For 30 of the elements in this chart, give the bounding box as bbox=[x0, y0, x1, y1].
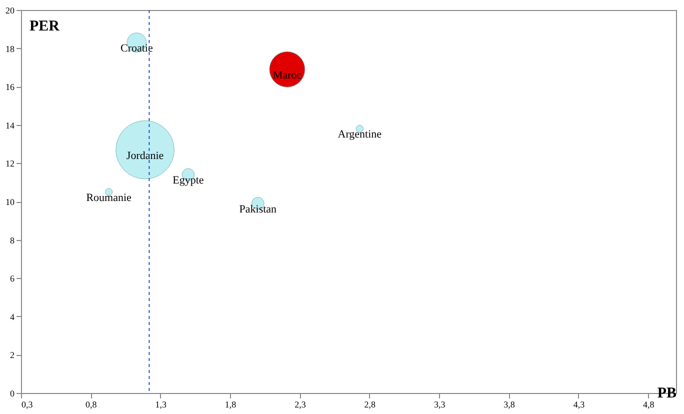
x-tick-label: 3,3 bbox=[434, 400, 446, 410]
y-axis-title: PER bbox=[30, 18, 60, 34]
y-tick-label: 12 bbox=[6, 158, 14, 169]
x-tick-label: 2,8 bbox=[364, 400, 376, 410]
y-tick-label: 6 bbox=[10, 274, 15, 284]
series-label: Maroc bbox=[272, 69, 302, 82]
y-tick-label: 18 bbox=[6, 44, 15, 54]
y-tick-label: 16 bbox=[6, 82, 15, 92]
x-tick-label: 3,8 bbox=[504, 400, 516, 410]
x-tick-label: 2,3 bbox=[294, 400, 306, 410]
series-label: Roumanie bbox=[86, 192, 132, 204]
x-tick-label: 1,3 bbox=[155, 400, 167, 410]
x-axis-title: PB bbox=[657, 386, 676, 402]
x-tick-label: 4,3 bbox=[573, 400, 586, 410]
series-label: Jordanie bbox=[126, 150, 164, 162]
series-label: Croatie bbox=[120, 42, 153, 55]
y-tick-label: 0 bbox=[10, 388, 15, 398]
x-tick-label: 0,8 bbox=[86, 400, 98, 410]
y-tick-label: 8 bbox=[10, 235, 15, 246]
y-tick-label: 14 bbox=[6, 120, 15, 130]
x-tick-label: 1,8 bbox=[224, 400, 237, 410]
series-label: Pakistan bbox=[239, 203, 278, 216]
y-tick-label: 2 bbox=[10, 350, 14, 360]
x-tick-label: 4,8 bbox=[643, 400, 655, 410]
series-label: Argentine bbox=[338, 128, 382, 141]
series-label: Egypte bbox=[172, 174, 204, 187]
y-tick-label: 10 bbox=[6, 197, 15, 207]
y-tick-label: 20 bbox=[6, 6, 15, 16]
y-tick-label: 4 bbox=[10, 312, 15, 322]
x-tick-label: 0,3 bbox=[22, 400, 34, 410]
